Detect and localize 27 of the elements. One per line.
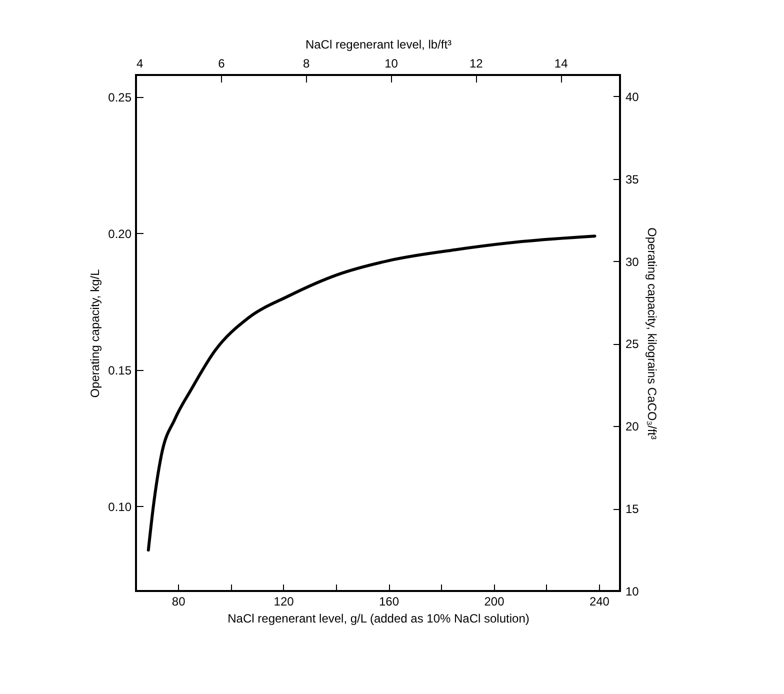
y2-tick-label: 10: [626, 584, 640, 598]
y-tick-label: 0.20: [108, 226, 132, 241]
y-tick-label: 0.15: [108, 363, 132, 378]
x2-tick-label: 10: [384, 56, 398, 70]
y2-tick-label: 25: [626, 337, 640, 352]
y2-tick-label: 20: [626, 420, 640, 434]
x-tick-label: 160: [379, 594, 400, 608]
y2-tick-label: 35: [626, 172, 640, 186]
y2-axis-title: Operating capacity, kilograins CaCO₃/ft³: [644, 227, 659, 440]
y2-tick-label: 15: [626, 502, 640, 516]
y-tick-label: 0.10: [108, 500, 132, 514]
y-axis-title: Operating capacity, kg/L: [88, 268, 102, 398]
y2-tick-label: 40: [626, 90, 640, 104]
y-tick-label: 0.25: [108, 90, 132, 104]
x-tick-label: 240: [589, 594, 610, 608]
x2-tick-label: 14: [554, 56, 568, 70]
x-axis-title: NaCl regenerant level, g/L (added as 10% NaCl solution): [228, 612, 530, 626]
y2-tick-label: 30: [626, 254, 640, 269]
x2-axis-title: NaCl regenerant level, lb/ft³: [305, 38, 452, 52]
x-tick-label: 120: [274, 594, 294, 608]
x-tick-label: 200: [484, 594, 505, 608]
x2-tick-label: 8: [302, 56, 310, 70]
x2-tick-label: 4: [136, 56, 144, 70]
x2-tick-label: 12: [469, 56, 484, 70]
line-series: [146, 234, 596, 552]
x-tick-label: 80: [172, 594, 186, 608]
x2-tick-label: 6: [218, 56, 226, 70]
